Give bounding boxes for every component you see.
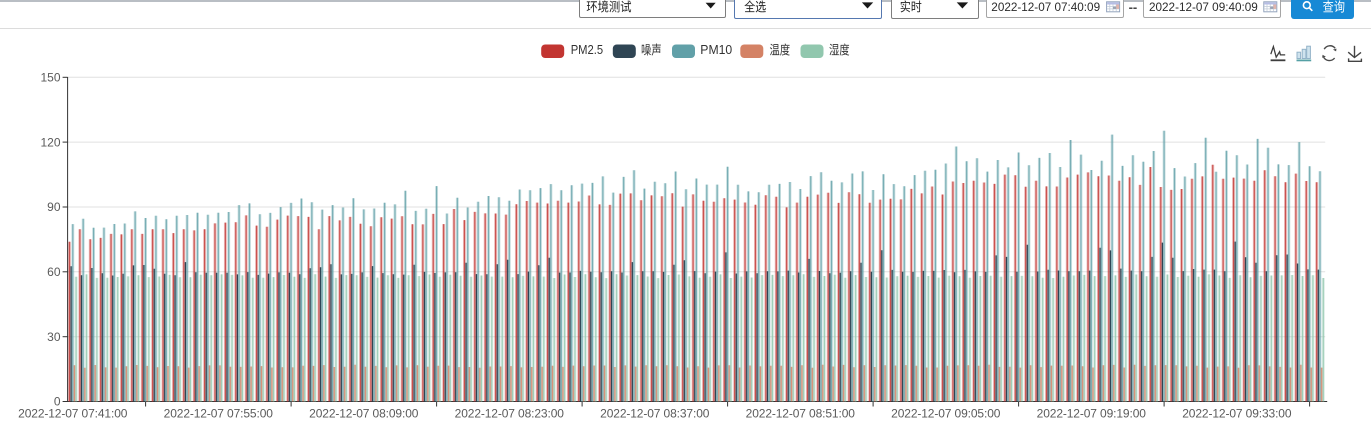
svg-text:PM10: PM10 — [700, 42, 732, 57]
svg-text:2022-12-07 08:23:00: 2022-12-07 08:23:00 — [455, 407, 565, 421]
svg-text:PM2.5: PM2.5 — [571, 42, 603, 57]
svg-text:0: 0 — [54, 395, 61, 409]
svg-text:2022-12-07 09:05:00: 2022-12-07 09:05:00 — [891, 407, 1001, 421]
svg-text:60: 60 — [47, 265, 61, 279]
svg-text:2022-12-07 09:19:00: 2022-12-07 09:19:00 — [1037, 407, 1147, 421]
svg-text:2022-12-07 07:41:00: 2022-12-07 07:41:00 — [18, 407, 128, 421]
svg-text:30: 30 — [47, 330, 61, 344]
svg-text:2022-12-07 09:33:00: 2022-12-07 09:33:00 — [1182, 407, 1292, 421]
svg-text:120: 120 — [40, 135, 60, 149]
svg-text:--: -- — [1129, 0, 1138, 15]
svg-text:2022-12-07 08:51:00: 2022-12-07 08:51:00 — [746, 407, 856, 421]
svg-text:2022-12-07 07:55:00: 2022-12-07 07:55:00 — [164, 407, 274, 421]
svg-text:90: 90 — [47, 200, 61, 214]
svg-text:2022-12-07 08:09:00: 2022-12-07 08:09:00 — [309, 407, 419, 421]
svg-text:2022-12-07 08:37:00: 2022-12-07 08:37:00 — [600, 407, 710, 421]
svg-text:150: 150 — [40, 71, 60, 85]
